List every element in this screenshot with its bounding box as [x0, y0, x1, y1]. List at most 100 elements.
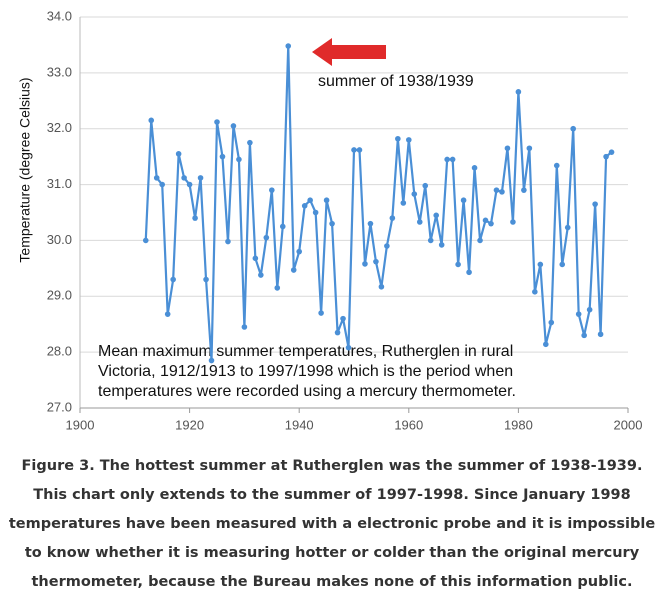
data-point [230, 123, 237, 129]
data-point [510, 219, 516, 225]
data-point [285, 43, 292, 49]
y-tick-label: 31.0 [47, 176, 72, 191]
data-point [532, 289, 538, 295]
y-tick-label: 34.0 [47, 8, 72, 23]
annotation: Mean maximum summer temperatures, Ruther… [98, 343, 513, 360]
x-tick-label: 2000 [614, 417, 643, 432]
y-tick-label: 29.0 [47, 288, 72, 303]
x-tick-label: 1940 [285, 417, 314, 432]
annotation: summer of 1938/1939 [318, 73, 474, 90]
y-tick-label: 28.0 [47, 344, 72, 359]
data-point [504, 145, 511, 152]
data-point [444, 156, 450, 163]
annotation: temperatures were recorded using a mercu… [98, 383, 516, 400]
data-point [477, 237, 483, 244]
series-line [144, 44, 613, 362]
data-point [241, 324, 248, 330]
data-point [488, 220, 494, 227]
data-point [449, 156, 456, 163]
data-point [197, 175, 204, 181]
data-point [170, 276, 176, 283]
data-point [406, 137, 412, 143]
x-tick-label: 1980 [504, 417, 533, 432]
data-point [263, 234, 270, 241]
data-point [367, 220, 374, 227]
data-point [559, 261, 566, 268]
data-point [373, 258, 379, 265]
data-point [526, 145, 533, 152]
data-point [181, 175, 187, 181]
data-point [279, 223, 286, 230]
data-point [581, 332, 587, 339]
y-tick-label: 32.0 [47, 120, 72, 135]
x-tick-label: 1920 [175, 417, 204, 432]
data-point [225, 238, 231, 245]
data-point [175, 151, 182, 157]
data-point [433, 212, 440, 219]
data-point [460, 197, 467, 204]
data-point [499, 189, 505, 195]
data-point [203, 276, 209, 283]
data-point [301, 202, 308, 209]
data-point [592, 201, 598, 207]
data-point [416, 219, 423, 225]
data-point [438, 242, 445, 248]
data-point [466, 269, 472, 276]
data-point [395, 135, 401, 142]
data-point [362, 261, 368, 267]
x-tick-label: 1900 [66, 417, 95, 432]
data-point [329, 220, 335, 227]
data-point [422, 182, 429, 189]
data-point [378, 283, 385, 290]
caption: Figure 3. The hottest summer at Ruthergl… [8, 458, 656, 590]
chart: Temperature (degree Celsius) summer of 1… [17, 8, 643, 432]
data-point [537, 261, 544, 268]
data-point [153, 175, 160, 181]
data-point [575, 311, 582, 317]
data-point [334, 329, 341, 336]
data-point [247, 139, 253, 146]
data-point [236, 156, 242, 163]
data-point [603, 153, 609, 160]
data-point [351, 147, 357, 153]
data-point [482, 217, 489, 224]
data-point [323, 197, 330, 204]
data-point [159, 181, 165, 188]
annotation: Victoria, 1912/1913 to 1997/1998 which i… [98, 363, 513, 380]
data-point [312, 209, 319, 216]
data-point [356, 147, 363, 153]
x-tick-label: 1960 [394, 417, 423, 432]
data-point [340, 315, 346, 322]
data-point [164, 311, 171, 317]
data-point [219, 153, 226, 160]
data-point [290, 267, 297, 273]
data-point [258, 272, 264, 278]
data-point [307, 197, 313, 204]
y-tick-label: 33.0 [47, 64, 72, 79]
arrow [312, 38, 386, 66]
data-point [148, 117, 155, 124]
data-point [214, 119, 220, 125]
data-point [269, 187, 275, 193]
data-point [389, 215, 396, 221]
data-point [564, 224, 571, 231]
data-point [345, 344, 352, 351]
data-point [570, 125, 576, 132]
y-tick-label: 30.0 [47, 232, 72, 247]
data-point [142, 237, 149, 244]
data-point [411, 191, 418, 197]
data-point [597, 331, 604, 338]
y-tick-label: 27.0 [47, 399, 72, 414]
data-point [318, 310, 324, 316]
y-axis-label: Temperature (degree Celsius) [17, 77, 33, 262]
data-point [427, 237, 434, 244]
data-point [192, 215, 198, 221]
data-point [186, 181, 193, 188]
data-point [493, 187, 500, 193]
data-point [515, 89, 522, 95]
data-point [384, 243, 390, 249]
data-point [471, 165, 478, 171]
data-point [252, 255, 259, 262]
data-point [543, 341, 549, 348]
data-point [608, 149, 615, 155]
